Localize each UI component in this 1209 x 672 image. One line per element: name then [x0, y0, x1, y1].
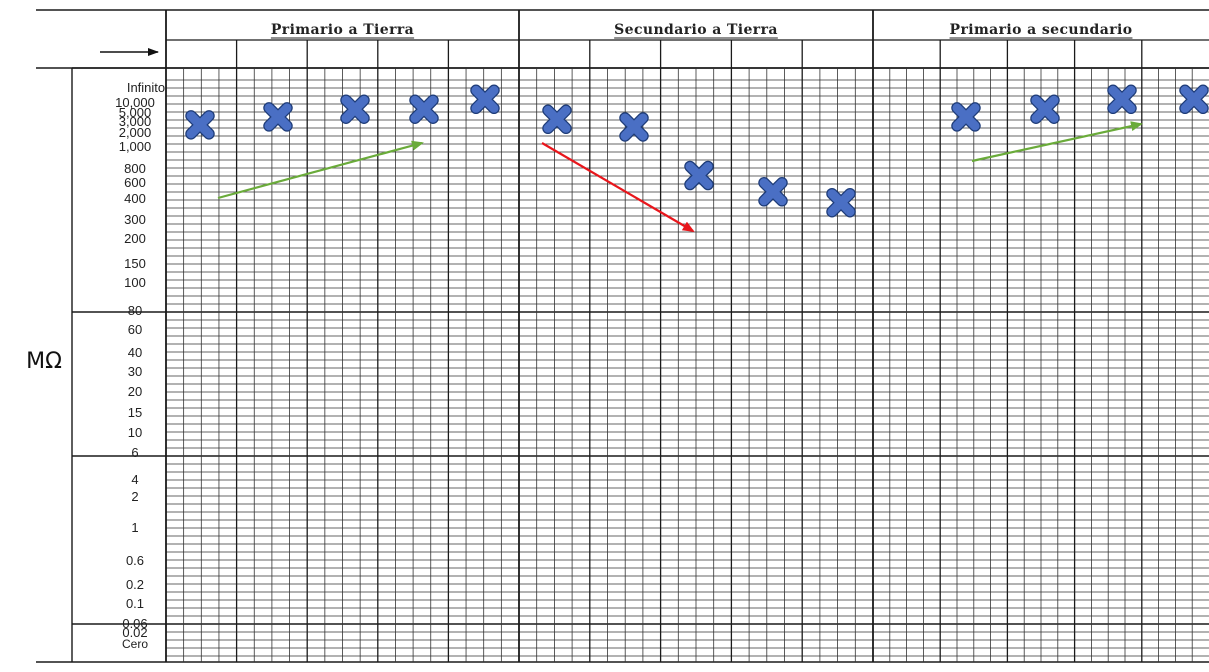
trend-arrow	[541, 142, 695, 233]
y-tick-label: 800	[124, 161, 146, 176]
grid	[36, 9, 1209, 663]
y-tick-label: 0.2	[126, 577, 144, 592]
y-tick-label: 30	[128, 364, 142, 379]
y-tick-label: 10	[128, 425, 142, 440]
y-tick-label: 0.6	[126, 553, 144, 568]
y-tick-label: 1	[131, 520, 138, 535]
data-point	[758, 177, 788, 207]
y-tick-label: 300	[124, 212, 146, 227]
data-point	[1107, 84, 1137, 115]
y-tick-label: 80	[128, 303, 142, 318]
y-tick-label: 400	[124, 191, 146, 206]
data-point	[263, 102, 293, 132]
data-point	[951, 102, 981, 132]
data-point	[1179, 84, 1209, 115]
data-point	[185, 110, 215, 140]
y-tick-label: 6	[131, 445, 138, 460]
data-point	[1030, 94, 1060, 124]
y-tick-label: 0.1	[126, 596, 144, 611]
y-tick-label: 60	[128, 322, 142, 337]
y-tick-label: 3,000	[119, 114, 152, 129]
data-point	[340, 94, 370, 124]
data-point	[826, 187, 856, 218]
y-tick-label: 0.02	[122, 625, 147, 640]
y-tick-label: 15	[128, 405, 142, 420]
y-tick-label: Infinito	[127, 80, 165, 95]
data-point	[470, 84, 500, 115]
y-axis-ticks: Infinito10,0005,0003,0002,0001,000800600…	[115, 80, 165, 651]
y-tick-label: 150	[124, 256, 146, 271]
y-tick-label: 100	[124, 275, 146, 290]
section-title: Primario a Tierra	[271, 22, 414, 38]
trend-arrows	[217, 121, 1143, 233]
y-tick-label: 200	[124, 231, 146, 246]
data-point	[542, 104, 572, 135]
y-tick-label: 2	[131, 489, 138, 504]
y-tick-label: 0.06	[122, 616, 147, 631]
y-tick-label: 40	[128, 345, 142, 360]
y-axis-label: MΩ	[26, 349, 62, 374]
trend-arrow	[971, 121, 1143, 163]
section-title: Primario a secundario	[950, 22, 1133, 38]
y-tick-label: 1,000	[119, 139, 152, 154]
section-title: Secundario a Tierra	[614, 22, 778, 38]
y-tick-label: 2,000	[119, 125, 152, 140]
y-tick-label: 5,000	[119, 105, 152, 120]
data-point	[619, 112, 649, 142]
data-markers	[185, 84, 1209, 218]
y-tick-label: 600	[124, 175, 146, 190]
data-point	[409, 94, 439, 124]
data-point	[684, 160, 714, 191]
chart-header: Primario a Tierra Secundario a Tierra Prim…	[100, 22, 1133, 56]
y-tick-label: 4	[131, 472, 138, 487]
y-tick-label: Cero	[122, 637, 148, 651]
y-tick-label: 20	[128, 384, 142, 399]
y-tick-label: 10,000	[115, 95, 155, 110]
trend-arrow	[217, 140, 424, 200]
